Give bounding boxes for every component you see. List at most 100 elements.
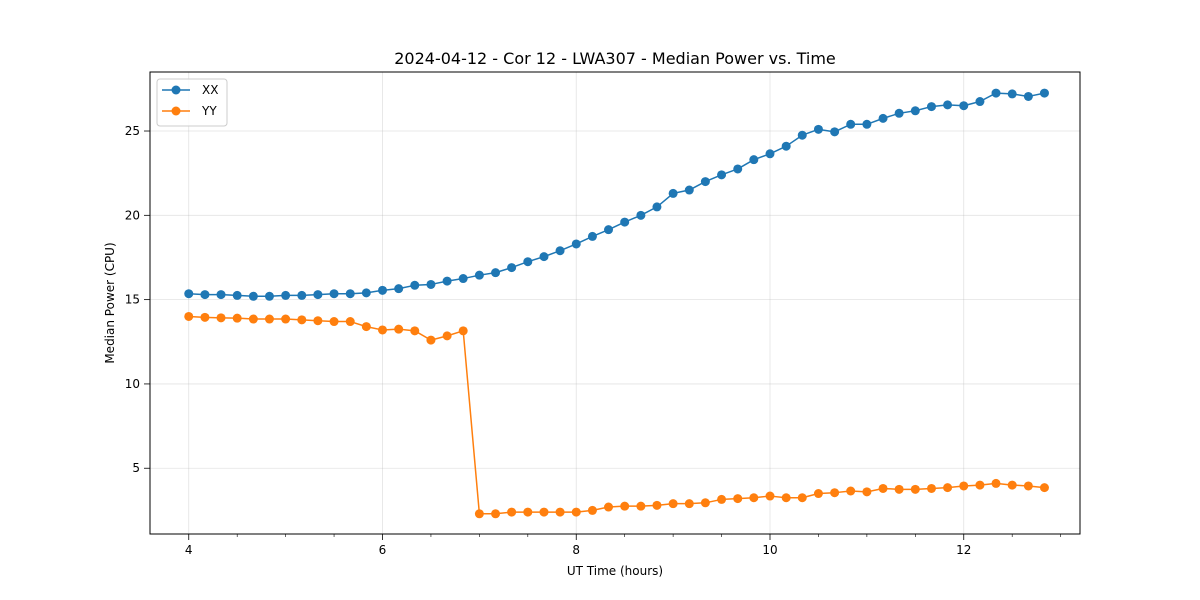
data-point-yy: [636, 501, 646, 511]
data-point-xx: [700, 177, 710, 187]
data-point-yy: [539, 507, 549, 517]
data-point-xx: [1023, 91, 1033, 101]
data-point-xx: [378, 285, 387, 295]
data-point-yy: [248, 314, 258, 324]
data-point-yy: [717, 494, 727, 504]
data-point-yy: [765, 491, 775, 501]
data-point-xx: [410, 280, 420, 290]
data-point-xx: [297, 290, 307, 300]
data-point-xx: [458, 274, 468, 284]
data-point-xx: [846, 119, 856, 129]
chart-title: 2024-04-12 - Cor 12 - LWA307 - Median Po…: [394, 49, 836, 68]
x-tick-label: 4: [185, 543, 193, 557]
data-point-xx: [281, 290, 291, 300]
data-point-xx: [523, 257, 533, 267]
data-point-yy: [652, 500, 662, 510]
y-tick-label: 20: [125, 208, 140, 222]
data-point-yy: [216, 313, 226, 323]
legend-label-xx: XX: [202, 83, 218, 97]
data-point-yy: [894, 484, 904, 494]
data-point-xx: [943, 100, 953, 110]
data-point-xx: [991, 88, 1001, 98]
data-point-yy: [668, 499, 678, 509]
data-point-yy: [700, 498, 710, 508]
data-point-yy: [474, 509, 484, 519]
data-point-yy: [620, 501, 630, 511]
data-point-xx: [491, 268, 501, 278]
data-point-xx: [975, 97, 985, 107]
data-point-yy: [830, 488, 840, 498]
data-point-yy: [345, 317, 355, 327]
data-point-xx: [765, 149, 775, 159]
data-point-yy: [1023, 481, 1033, 491]
data-point-yy: [571, 507, 581, 517]
data-point-yy: [361, 322, 371, 332]
y-axis-label: Median Power (CPU): [103, 242, 117, 363]
y-axis: 5 10 15 20 25: [125, 124, 150, 475]
data-point-yy: [313, 316, 323, 326]
data-point-yy: [264, 314, 274, 324]
data-point-yy: [684, 499, 694, 509]
x-axis: 4 6 8 10 12: [185, 534, 1061, 557]
data-point-yy: [491, 509, 501, 519]
data-point-xx: [507, 263, 517, 273]
data-point-yy: [378, 325, 387, 335]
data-point-xx: [733, 164, 743, 174]
data-point-xx: [587, 231, 597, 241]
data-point-yy: [862, 487, 872, 497]
data-point-xx: [555, 246, 565, 256]
data-point-xx: [216, 290, 226, 300]
data-point-xx: [813, 124, 823, 134]
x-tick-label: 12: [956, 543, 971, 557]
data-point-yy: [297, 315, 307, 325]
data-point-yy: [926, 483, 936, 493]
y-tick-label: 5: [132, 461, 140, 475]
data-point-yy: [442, 331, 452, 341]
y-tick-label: 15: [125, 293, 140, 307]
series-group: [184, 88, 1049, 519]
data-point-yy: [555, 507, 565, 517]
plot-area-frame: [149, 71, 1081, 535]
data-point-yy: [781, 493, 791, 503]
data-point-xx: [442, 276, 452, 286]
data-point-xx: [926, 102, 936, 112]
data-point-yy: [329, 317, 339, 327]
series-yy: [184, 311, 1049, 519]
data-point-yy: [797, 493, 807, 503]
y-tick-label: 25: [125, 124, 140, 138]
data-point-yy: [458, 326, 468, 336]
legend-marker-yy: [171, 106, 181, 116]
data-point-yy: [507, 507, 517, 517]
data-point-xx: [426, 279, 436, 289]
data-point-xx: [248, 291, 258, 301]
legend: XX YY: [156, 78, 228, 127]
data-point-xx: [668, 188, 678, 198]
data-point-yy: [587, 505, 597, 515]
data-point-yy: [1007, 480, 1017, 490]
data-point-xx: [830, 127, 840, 137]
x-tick-label: 10: [762, 543, 777, 557]
data-point-xx: [620, 217, 630, 227]
data-point-yy: [749, 493, 759, 503]
data-point-yy: [1039, 483, 1049, 493]
data-point-yy: [426, 335, 436, 345]
data-point-yy: [232, 313, 242, 323]
data-point-yy: [410, 326, 420, 336]
data-point-xx: [878, 113, 888, 123]
data-point-yy: [200, 312, 210, 322]
data-point-yy: [959, 481, 969, 491]
data-point-xx: [684, 185, 694, 195]
data-point-xx: [1039, 88, 1049, 98]
data-point-xx: [1007, 89, 1017, 99]
data-point-xx: [959, 101, 969, 111]
data-point-yy: [281, 314, 291, 324]
data-point-xx: [749, 155, 759, 165]
data-point-xx: [394, 284, 404, 294]
x-axis-label: UT Time (hours): [567, 564, 663, 578]
data-point-xx: [894, 108, 904, 118]
data-point-yy: [975, 480, 985, 490]
data-point-yy: [184, 311, 194, 321]
y-tick-label: 10: [125, 377, 140, 391]
data-point-xx: [539, 252, 549, 262]
